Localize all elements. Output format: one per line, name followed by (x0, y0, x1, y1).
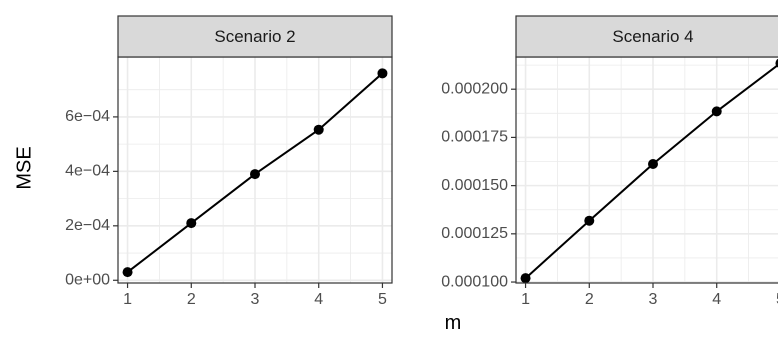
panel-2: Scenario 4 1 2 3 4 5 0.000100 0.000125 0.000150 0… (441, 15, 778, 308)
data-point (775, 58, 778, 68)
y-tick-label: 0.000200 (441, 80, 508, 97)
data-point (250, 169, 260, 180)
y-tick-label: 0.000125 (441, 225, 508, 242)
x-tick-label: 3 (649, 291, 658, 308)
y-tick-label: 0.000175 (441, 129, 508, 146)
x-tick-label: 2 (187, 291, 196, 308)
y-tick-label: 0e+00 (65, 271, 110, 288)
y-axis-title: MSE (13, 146, 35, 189)
x-tick-label: 3 (251, 291, 260, 308)
y-tick-label: 4e−04 (65, 163, 110, 180)
x-tick-label: 1 (123, 291, 132, 308)
data-point (122, 267, 133, 278)
strip-background (515, 15, 778, 58)
data-point (186, 218, 197, 229)
strip-background (117, 15, 393, 58)
data-point (377, 68, 388, 79)
data-point (313, 124, 324, 135)
x-axis-title: m (445, 312, 462, 334)
strip-title: Scenario 4 (612, 27, 693, 46)
y-tick-label: 0.000150 (441, 177, 508, 194)
x-tick-label: 5 (378, 291, 387, 308)
x-tick-label: 2 (585, 291, 594, 308)
data-point (520, 273, 531, 284)
y-tick-label: 0.000100 (441, 273, 508, 290)
x-tick-label: 5 (776, 291, 778, 308)
y-tick-label: 6e−04 (65, 108, 110, 125)
data-point (648, 159, 658, 170)
data-point (584, 215, 595, 226)
x-tick-label: 4 (314, 291, 323, 308)
data-point (711, 106, 722, 117)
x-tick-label: 4 (712, 291, 721, 308)
panel-1: Scenario 2 1 2 3 4 5 0e+00 2e−04 4e−04 6e−04 (65, 15, 393, 308)
y-tick-label: 2e−04 (65, 217, 110, 234)
strip-title: Scenario 2 (214, 27, 295, 46)
x-tick-label: 1 (521, 291, 530, 308)
